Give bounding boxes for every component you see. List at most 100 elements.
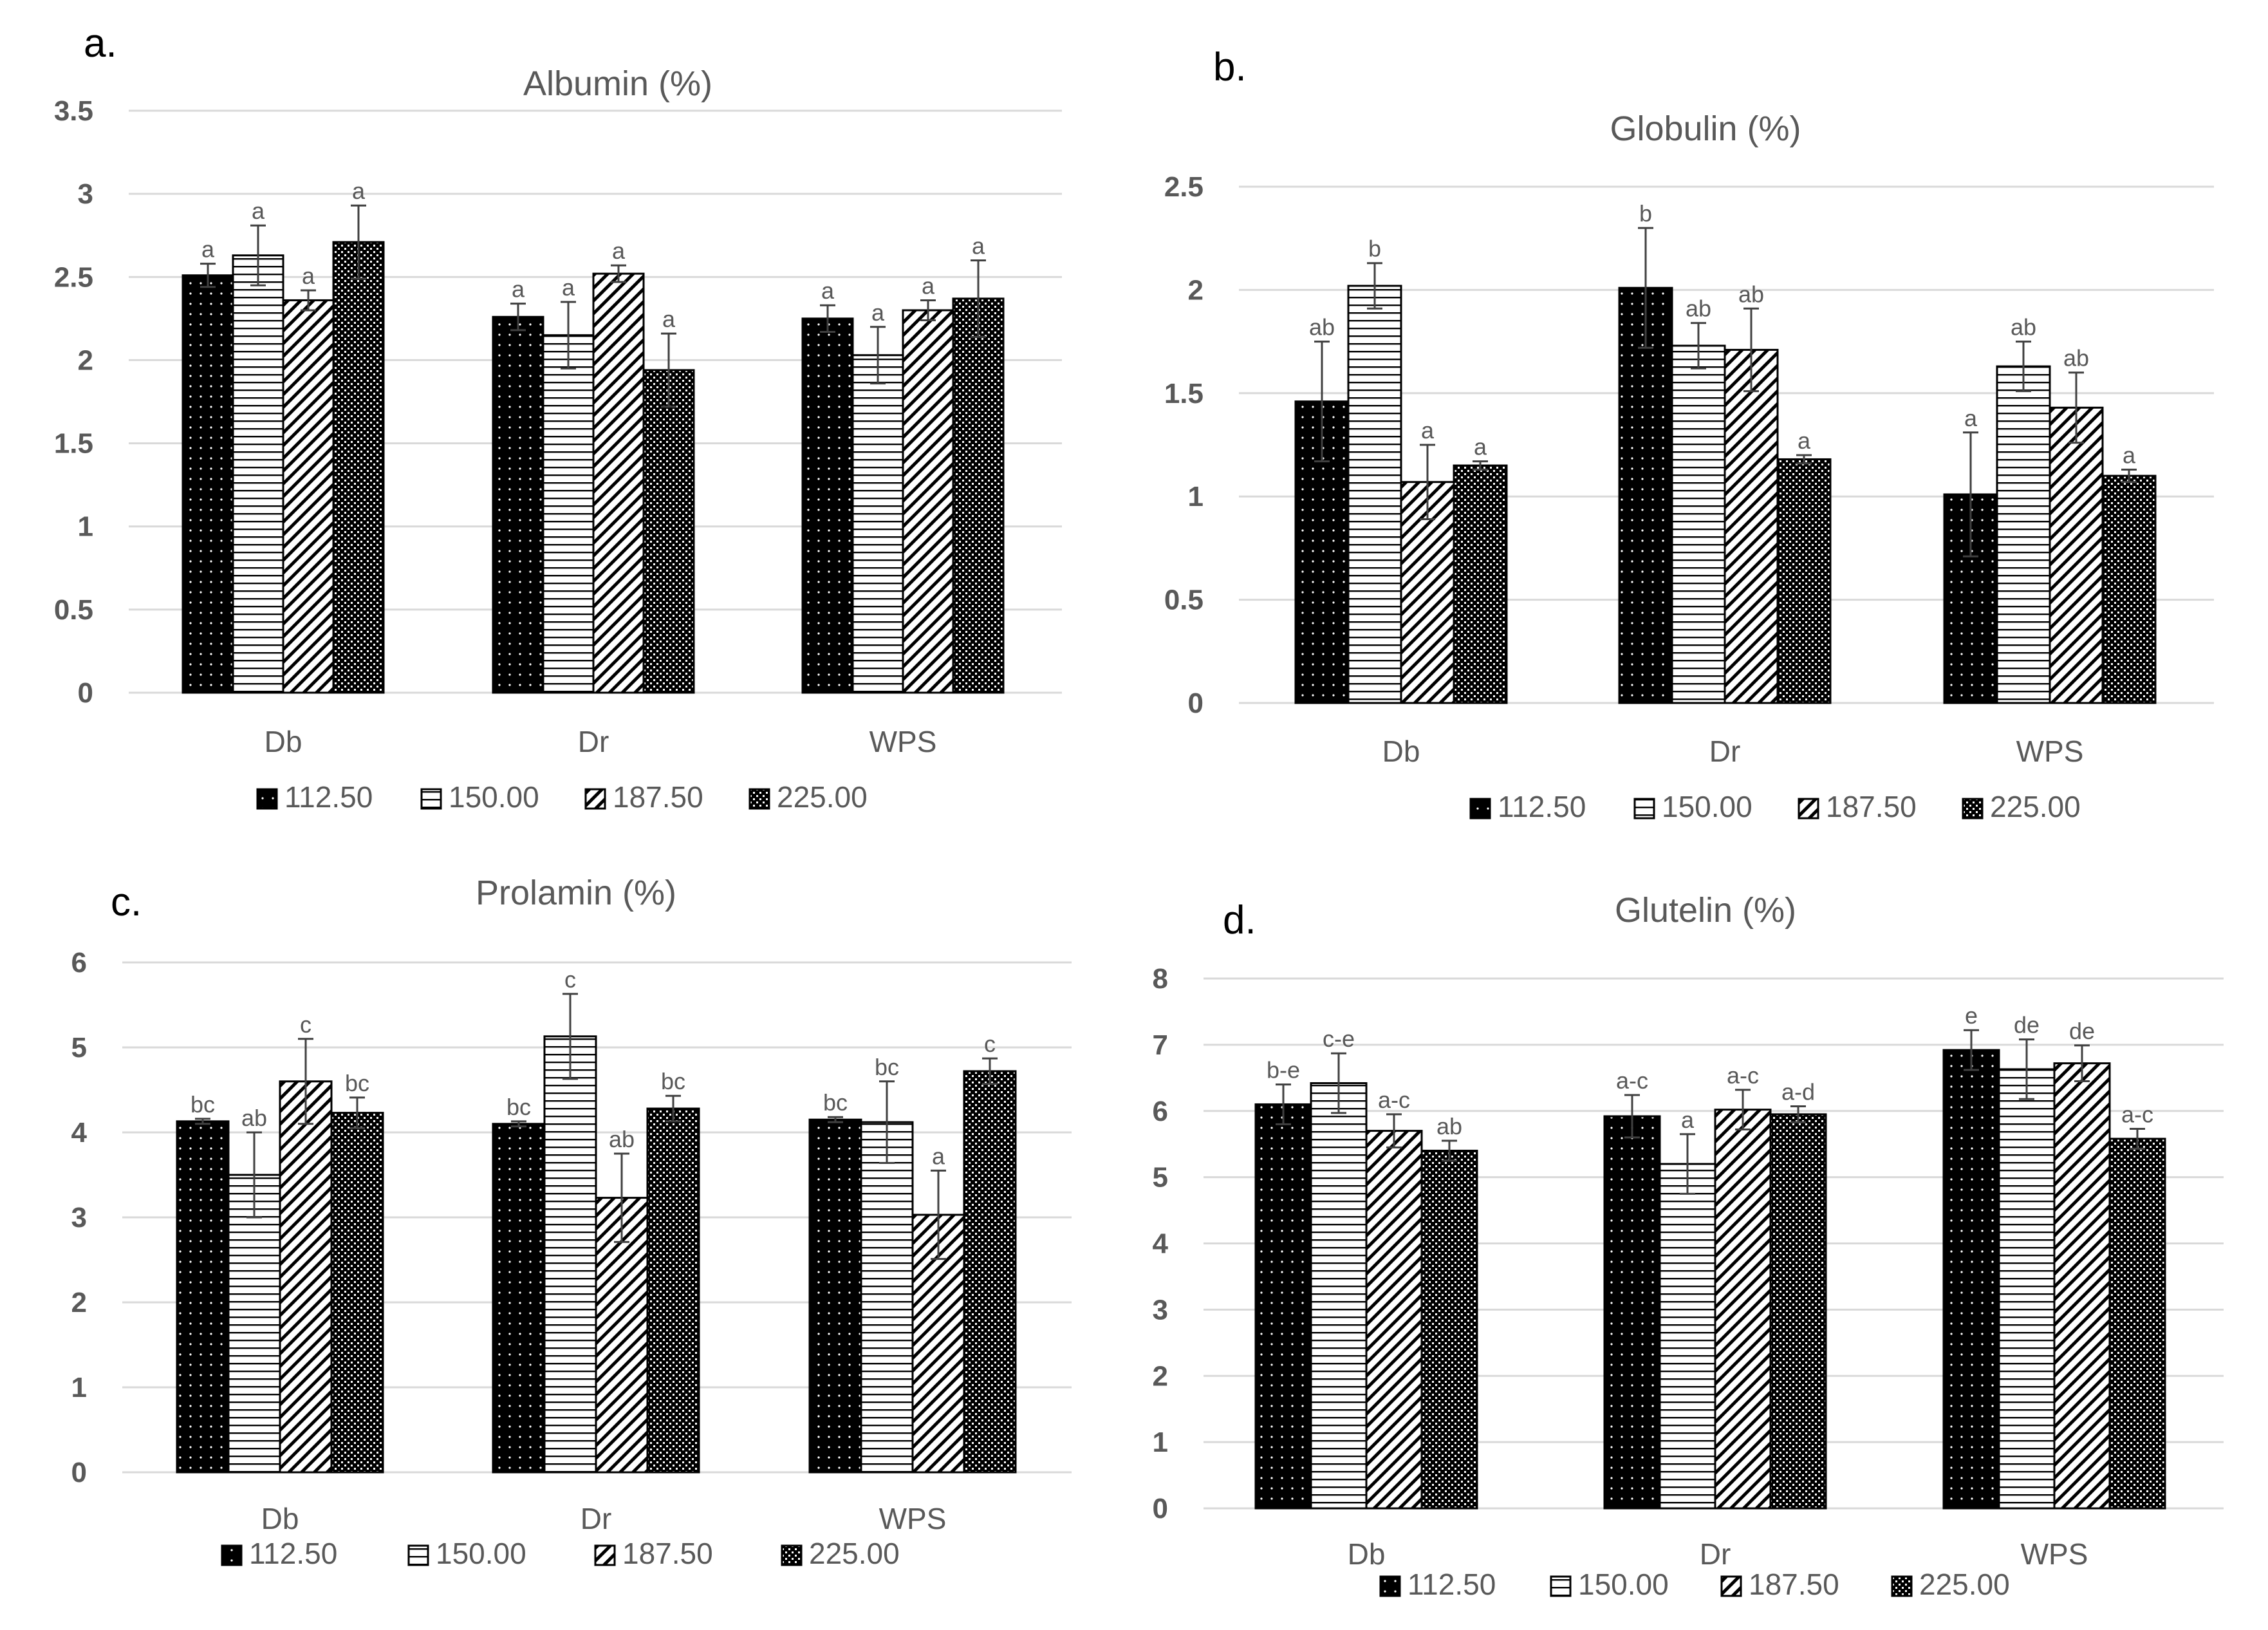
legend-swatch (584, 788, 606, 810)
significance-letter: ab (1436, 1113, 1462, 1139)
bar-dr-2 (592, 272, 645, 694)
bar-db-3 (330, 1112, 384, 1474)
y-tick-label: 2.5 (54, 261, 93, 293)
y-tick-label: 0 (1188, 688, 1204, 719)
significance-letter: a (1681, 1107, 1695, 1133)
category-label: Db (1348, 1537, 1386, 1571)
significance-letter: a-c (2121, 1101, 2153, 1128)
significance-letter: a (302, 263, 315, 289)
significance-letter: a (252, 198, 265, 224)
bar-dr-0 (492, 315, 544, 694)
bar-db-2 (279, 1080, 333, 1474)
category-label: WPS (2021, 1537, 2088, 1571)
significance-letter: a (662, 306, 676, 332)
bar-db-1 (232, 254, 284, 694)
legend-label: 187.50 (622, 1537, 713, 1570)
y-tick-label: 3.5 (54, 95, 93, 127)
legend-label: 150.00 (436, 1537, 526, 1570)
legend-label: 150.00 (1662, 790, 1752, 823)
legend-swatch (594, 1544, 616, 1566)
y-tick-label: 3 (78, 178, 93, 210)
bar-dr-2 (595, 1197, 649, 1474)
bar-db-3 (1453, 464, 1508, 704)
y-tick-label: 1.5 (54, 428, 93, 460)
bar-wps-0 (808, 1118, 862, 1474)
chart-title: Prolamin (%) (476, 874, 676, 912)
significance-letter: bc (875, 1054, 899, 1080)
y-tick-label: 6 (71, 947, 87, 979)
significance-letter: ab (241, 1105, 267, 1131)
y-tick-label: 8 (1153, 963, 1168, 995)
bar-wps-2 (2049, 406, 2104, 704)
bar-dr-3 (646, 1107, 700, 1474)
y-tick-label: 1 (1188, 481, 1204, 512)
legend-label: 150.00 (449, 780, 539, 814)
legend-label: 112.50 (284, 780, 373, 814)
significance-letter: a-c (1616, 1067, 1648, 1094)
significance-letter: a (1798, 427, 1811, 454)
bar-dr-2 (1724, 348, 1779, 704)
legend-swatch (1469, 798, 1491, 820)
legend-label: 225.00 (1990, 790, 2081, 823)
significance-letter: a-d (1781, 1079, 1815, 1105)
category-label: WPS (869, 725, 937, 758)
bar-wps-0 (801, 317, 854, 694)
y-tick-label: 3 (1153, 1294, 1168, 1326)
y-tick-label: 5 (71, 1032, 87, 1063)
bar-wps-3 (2101, 474, 2157, 704)
bar-wps-1 (1996, 365, 2051, 704)
bar-wps-1 (1998, 1068, 2056, 1510)
legend-swatch (781, 1544, 803, 1566)
significance-letter: a (1964, 405, 1978, 431)
bar-dr-1 (543, 1035, 597, 1474)
legend-swatch (748, 788, 770, 810)
y-tick-label: 1 (78, 511, 93, 543)
legend-label: 225.00 (777, 780, 868, 814)
category-label: Db (261, 1502, 299, 1535)
bar-wps-2 (902, 309, 954, 694)
y-tick-label: 2.5 (1164, 171, 1204, 203)
legend-swatch (1962, 798, 1984, 820)
significance-letter: a (821, 277, 835, 304)
significance-letter: bc (661, 1068, 685, 1094)
y-tick-label: 5 (1153, 1162, 1168, 1194)
significance-letter: ab (609, 1126, 635, 1152)
significance-letter: bc (507, 1094, 531, 1120)
legend-label: 225.00 (809, 1537, 900, 1570)
category-label: Dr (1709, 735, 1741, 768)
significance-letter: b-e (1267, 1057, 1300, 1083)
y-tick-label: 2 (78, 344, 93, 376)
significance-letter: a (1421, 417, 1435, 444)
significance-letter: a (562, 274, 575, 301)
y-tick-label: 7 (1153, 1029, 1168, 1061)
significance-letter: ab (2063, 345, 2089, 371)
panel-label: c. (111, 880, 142, 924)
y-tick-label: 0 (78, 677, 93, 709)
legend-swatch (1633, 798, 1655, 820)
y-tick-label: 0.5 (1164, 585, 1204, 616)
significance-letter: a (922, 272, 935, 299)
significance-letter: a (972, 232, 985, 259)
y-tick-label: 4 (71, 1117, 88, 1148)
significance-letter: ab (1686, 295, 1711, 322)
significance-letter: c (564, 966, 576, 993)
bar-db-1 (1310, 1082, 1368, 1510)
bar-dr-1 (1659, 1163, 1716, 1510)
legend-label: 225.00 (1919, 1568, 2010, 1601)
panel-label: d. (1223, 898, 1256, 942)
bar-dr-1 (1671, 344, 1726, 704)
panel-label: b. (1213, 45, 1247, 89)
y-tick-label: 1 (1153, 1427, 1168, 1458)
significance-letter: a-c (1378, 1087, 1410, 1113)
legend-swatch (1379, 1575, 1401, 1597)
legend-label: 187.50 (1749, 1568, 1839, 1601)
bar-db-0 (181, 274, 234, 694)
category-label: Db (265, 725, 302, 758)
bar-db-2 (282, 299, 335, 694)
bar-dr-2 (1714, 1109, 1772, 1510)
legend-swatch (1891, 1575, 1913, 1597)
bar-wps-3 (963, 1070, 1017, 1474)
bar-db-3 (332, 241, 385, 694)
significance-letter: a (201, 236, 215, 263)
